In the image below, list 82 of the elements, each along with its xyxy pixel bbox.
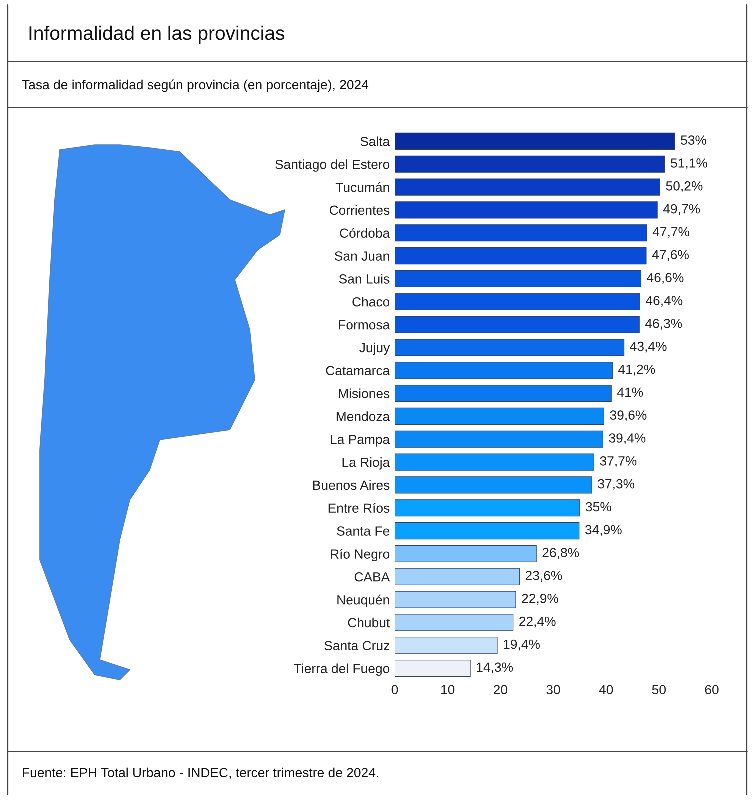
bar: [395, 591, 516, 608]
bar: [395, 270, 642, 288]
bar: [395, 132, 676, 150]
y-tick-label: Salta: [360, 136, 390, 146]
data-label: 39,6%: [610, 410, 647, 422]
y-tick-label: Neuquén: [338, 594, 390, 608]
bar: [395, 637, 498, 654]
y-tick-label: Santiago del Estero: [276, 160, 390, 172]
y-tick-label: Entre Ríos: [328, 503, 390, 514]
data-label: 22,4%: [520, 616, 556, 628]
y-tick-label: Chaco: [352, 297, 390, 307]
y-tick-label: Jujuy: [360, 342, 390, 356]
text: Informalidad en las provincias: [30, 26, 285, 44]
y-tick-label: CABA: [354, 572, 390, 582]
bar: [395, 545, 537, 562]
data-label: 49,7%: [663, 204, 700, 216]
y-tick-label: Corrientes: [330, 205, 390, 216]
bar: [395, 362, 613, 380]
y-tick-label: Córdoba: [340, 228, 390, 238]
bar: [395, 202, 658, 219]
y-tick-label: Tucumán: [336, 182, 390, 192]
data-label: 23,6%: [526, 571, 562, 582]
data-label: 19,4%: [504, 640, 540, 651]
bar: [395, 430, 604, 448]
data-label: 22,9%: [522, 594, 558, 605]
y-tick-label: Formosa: [339, 320, 390, 330]
y-tick-label: Mendoza: [336, 412, 390, 422]
x-tick-label: 50: [652, 685, 666, 695]
y-tick-label: La Rioja: [342, 458, 390, 470]
bar: [395, 339, 625, 356]
data-label: 39,4%: [609, 434, 646, 444]
data-label: 47,7%: [652, 227, 690, 238]
y-tick-label: Buenos Aires: [313, 480, 390, 490]
bar: [395, 660, 471, 678]
data-label: 51,1%: [671, 158, 708, 170]
bar: [395, 156, 666, 173]
bar: [395, 316, 640, 334]
y-tick-label: Chubut: [348, 618, 390, 628]
data-label: 37,3%: [598, 479, 635, 490]
bar: [395, 454, 594, 471]
y-tick-label: Santa Fe: [337, 526, 390, 536]
bar: [395, 500, 580, 517]
x-tick-label: 20: [494, 685, 508, 695]
data-label: 46,3%: [645, 318, 682, 330]
y-tick-label: San Juan: [334, 252, 390, 261]
bar: [395, 476, 592, 494]
data-label: 43,4%: [630, 342, 667, 353]
data-label: 53%: [681, 136, 707, 145]
y-tick-label: Catamarca: [326, 366, 390, 376]
data-label: 41%: [617, 388, 644, 398]
y-tick-label: La Pampa: [331, 435, 390, 447]
data-label: 14,3%: [477, 662, 514, 674]
data-label: 35%: [586, 502, 612, 512]
data-label: 46,6%: [647, 273, 684, 284]
y-tick-label: Río Negro: [331, 549, 390, 562]
bar: [395, 178, 661, 196]
x-tick-label: 0: [392, 685, 398, 695]
data-label: 37,7%: [600, 456, 637, 468]
data-label: 26,8%: [542, 548, 580, 560]
text: Tasa de informalidad según provincia (en porcentaje), 2024: [22, 80, 369, 92]
bar: [395, 408, 604, 425]
y-tick-label: San Luis: [339, 274, 390, 284]
x-tick-label: 40: [599, 685, 614, 695]
data-label: 50,2%: [666, 181, 703, 192]
x-tick-label: 30: [546, 685, 560, 695]
data-label: 47,6%: [652, 250, 689, 262]
bar: [395, 248, 647, 265]
bar: [395, 385, 612, 402]
source-note: Fuente: EPH Total Urbano - INDEC, tercer trimestre de 2024.: [23, 768, 378, 780]
y-tick-label: Santa Cruz: [324, 641, 390, 651]
bar: [395, 568, 520, 586]
x-tick-label: 10: [442, 685, 455, 695]
bar: [395, 614, 514, 632]
data-label: 34,9%: [585, 525, 622, 536]
bar: [395, 224, 648, 242]
bar: [395, 522, 580, 540]
data-label: 41,2%: [618, 364, 656, 376]
y-tick-label: Tierra del Fuego: [294, 664, 390, 676]
data-label: 46,4%: [646, 296, 683, 307]
x-tick-label: 60: [705, 685, 719, 695]
y-tick-label: Misiones: [339, 388, 390, 398]
bar: [395, 293, 640, 310]
